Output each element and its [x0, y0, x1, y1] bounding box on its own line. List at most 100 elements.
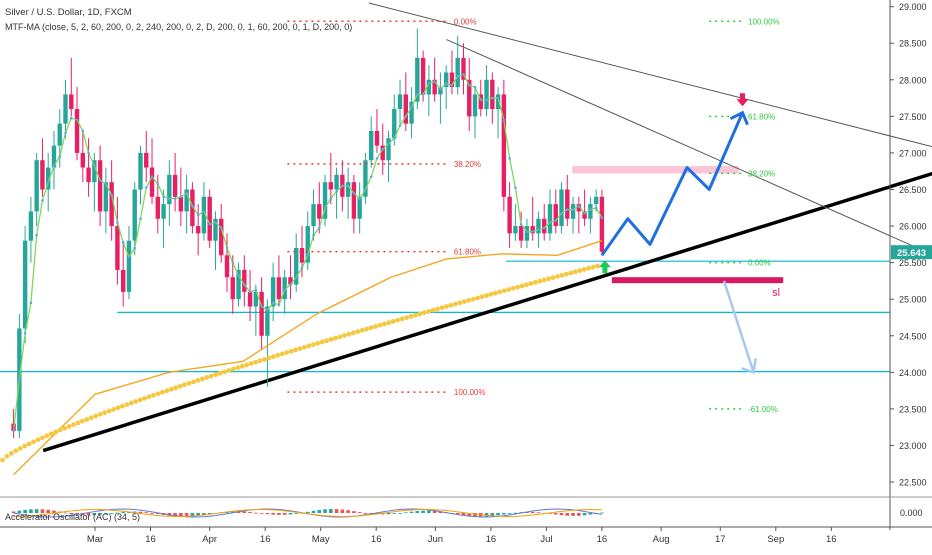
ma-dotted-point — [0, 458, 5, 463]
resistance-zone — [572, 166, 739, 173]
ma-fast-dot — [353, 192, 356, 195]
ma-dotted-point — [80, 419, 85, 424]
candle-body — [208, 197, 212, 241]
oscillator-bar — [346, 510, 350, 513]
ma-dotted-point — [342, 333, 347, 338]
ma-fast-dot — [410, 106, 413, 109]
candle-body — [161, 204, 165, 219]
ma-dotted-point — [400, 317, 405, 322]
ma-dotted-point — [373, 324, 378, 329]
oscillator-bar — [565, 513, 569, 516]
ma-dotted-point — [18, 446, 23, 451]
ma-fast-dot — [543, 227, 546, 230]
x-tick-label: May — [312, 534, 330, 545]
ma-fast-dot — [237, 274, 240, 277]
ma-dotted-point — [582, 267, 587, 272]
ma-dotted-point — [133, 399, 138, 404]
ma-dotted-point — [449, 303, 454, 308]
ma-dotted-point — [5, 454, 10, 459]
y-tick-label: 22.500 — [899, 478, 927, 488]
oscillator-bar — [404, 512, 408, 513]
ma-fast-dot — [18, 378, 21, 381]
y-tick-label: 29.000 — [899, 2, 927, 12]
ma-fast-dot — [526, 230, 529, 233]
candle-body — [490, 80, 494, 109]
ma-dotted-point — [227, 368, 232, 373]
ma-dotted-point — [355, 329, 360, 334]
oscillator-bar — [329, 509, 333, 513]
ma-dotted-point — [520, 284, 525, 289]
candle-body — [179, 197, 183, 212]
ma-fast-dot — [514, 186, 517, 189]
ma-dotted-point — [542, 278, 547, 283]
oscillator-bar — [358, 512, 362, 513]
ma-dotted-point — [129, 401, 134, 406]
ma-fast-dot — [174, 197, 177, 200]
candle-body — [375, 131, 379, 146]
ma-dotted-point — [338, 334, 343, 339]
ma-fast-dot — [491, 97, 494, 100]
ma-dotted-point — [515, 285, 520, 290]
oscillator-bar — [508, 513, 512, 514]
candle-body — [219, 219, 223, 256]
ma-dotted-point — [240, 364, 245, 369]
ma-fast-dot — [456, 75, 459, 78]
ma-dotted-point — [537, 279, 542, 284]
ma-dotted-point — [124, 402, 129, 407]
ma-dotted-point — [36, 437, 41, 442]
candle-body — [133, 189, 137, 240]
candle-body — [519, 226, 523, 241]
fib-green-label: 0.00% — [748, 259, 771, 268]
oscillator-bar — [502, 513, 506, 514]
candle-body — [525, 226, 529, 241]
ma-dotted-point — [31, 439, 36, 444]
ma-dotted-point — [187, 381, 192, 386]
ma-fast-dot — [422, 93, 425, 96]
last-price-label: 25.643 — [897, 248, 926, 259]
ma-fast-dot — [566, 208, 569, 211]
oscillator-bar — [341, 510, 345, 513]
ma-dotted-point — [280, 352, 285, 357]
candle-body — [69, 94, 73, 109]
oscillator-bar — [352, 511, 356, 513]
ma-dotted-point — [271, 354, 276, 359]
candle-body — [346, 182, 350, 197]
ma-fast-dot — [145, 186, 148, 189]
x-tick-label: 16 — [826, 534, 837, 545]
ma-dotted-point — [489, 292, 494, 297]
ma-dotted-point — [564, 272, 569, 277]
ma-dotted-point — [426, 309, 431, 314]
ma-dotted-point — [169, 387, 174, 392]
ma-dotted-point — [40, 435, 45, 440]
ma-dotted-point — [191, 380, 196, 385]
candle-body — [29, 211, 33, 240]
ma-fast-dot — [301, 267, 304, 270]
oscillator-bar — [560, 513, 564, 515]
oscillator-bar — [583, 513, 587, 515]
ma-dotted-point — [27, 442, 32, 447]
candle-body — [352, 182, 356, 219]
ma-dotted-point — [533, 280, 538, 285]
ma-fast-dot — [156, 183, 159, 186]
oscillator-bar — [243, 511, 247, 513]
ma-dotted-point — [195, 378, 200, 383]
x-tick-label: Sep — [767, 534, 784, 545]
fib-green-label: -61.00% — [748, 405, 778, 414]
ma-dotted-point — [431, 308, 436, 313]
ma-fast-dot — [405, 115, 408, 118]
ma-dotted-point — [160, 390, 165, 395]
ma-dotted-point — [222, 369, 227, 374]
ma-dotted-point — [524, 282, 529, 287]
fib-green-label: 100.00% — [748, 17, 780, 26]
ma-dotted-point — [315, 341, 320, 346]
y-tick-label: 23.500 — [899, 404, 927, 414]
candle-body — [565, 189, 569, 218]
candle-body — [554, 204, 558, 226]
ma-fast-dot — [272, 302, 275, 305]
candle-body — [600, 197, 604, 252]
y-tick-label: 24.500 — [899, 331, 927, 341]
ma-fast-dot — [578, 205, 581, 208]
ma-dotted-point — [209, 374, 214, 379]
